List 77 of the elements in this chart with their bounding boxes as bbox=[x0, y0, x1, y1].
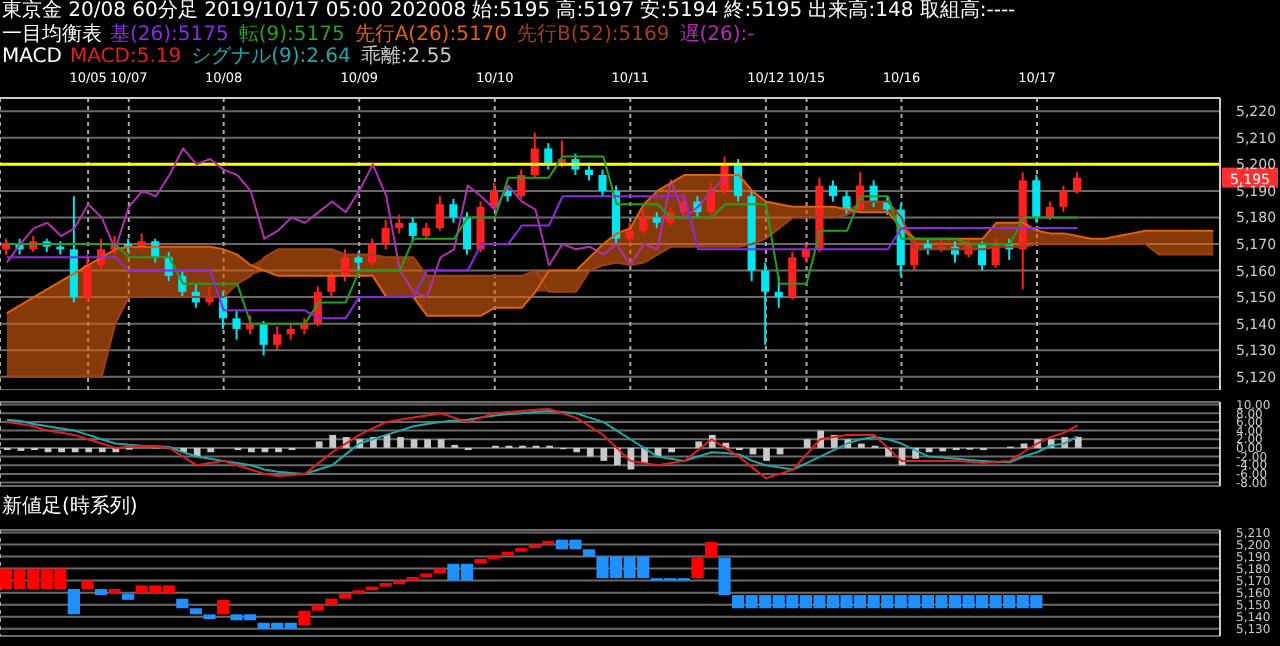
bar bbox=[704, 542, 718, 558]
candlestick bbox=[435, 195, 444, 232]
bar bbox=[71, 447, 79, 453]
bar bbox=[410, 439, 418, 448]
bar bbox=[58, 447, 65, 453]
candlestick bbox=[449, 197, 458, 224]
bar bbox=[207, 447, 215, 453]
legend-title: MACD bbox=[2, 46, 62, 68]
candlestick bbox=[381, 219, 390, 251]
bar bbox=[311, 604, 324, 611]
bar bbox=[437, 439, 445, 448]
candlestick bbox=[598, 168, 607, 198]
candlestick bbox=[354, 250, 363, 272]
text: シグナル(9):2.64 bbox=[191, 46, 351, 68]
candlestick bbox=[842, 189, 851, 216]
bar bbox=[81, 580, 94, 590]
bar bbox=[67, 589, 80, 615]
bar bbox=[586, 447, 594, 457]
candlestick bbox=[1032, 173, 1041, 224]
text: 遅(26):- bbox=[679, 23, 755, 45]
candlestick bbox=[232, 309, 241, 341]
bar bbox=[338, 593, 352, 599]
candlestick bbox=[83, 253, 92, 304]
bar bbox=[668, 447, 675, 453]
bar bbox=[582, 549, 596, 557]
candlestick bbox=[639, 208, 648, 235]
candlestick bbox=[462, 211, 472, 256]
bar bbox=[763, 447, 770, 461]
bar bbox=[85, 447, 93, 453]
candlestick bbox=[788, 250, 797, 301]
bar bbox=[803, 439, 811, 448]
candlestick bbox=[761, 261, 770, 346]
candlestick bbox=[327, 269, 336, 299]
bar bbox=[329, 434, 337, 448]
bar bbox=[397, 437, 404, 448]
candlestick bbox=[1072, 171, 1082, 195]
candlestick bbox=[544, 142, 553, 171]
text: 転(9):5175 bbox=[238, 23, 345, 45]
bar bbox=[718, 557, 731, 596]
bar bbox=[695, 441, 703, 448]
candlestick bbox=[368, 237, 377, 267]
bar bbox=[474, 558, 487, 564]
legend-title: 一目均衡表 bbox=[2, 23, 102, 45]
candlestick bbox=[259, 319, 268, 357]
candlestick bbox=[828, 179, 838, 203]
text: 先行B(52):5169 bbox=[517, 23, 670, 45]
bar bbox=[600, 447, 608, 461]
bar bbox=[176, 598, 189, 609]
bar bbox=[925, 447, 933, 453]
bar bbox=[216, 599, 230, 615]
candlestick bbox=[774, 274, 783, 309]
bar bbox=[298, 610, 311, 626]
line-series bbox=[5, 147, 727, 299]
bar bbox=[189, 608, 202, 615]
bar bbox=[203, 614, 216, 620]
chart-title: 新値足(時系列) bbox=[2, 496, 138, 518]
bar bbox=[275, 447, 282, 453]
candlestick bbox=[625, 221, 634, 245]
candlestick bbox=[340, 248, 350, 283]
text: 基(26):5175 bbox=[110, 23, 229, 45]
bar bbox=[1074, 436, 1082, 448]
bar bbox=[98, 447, 106, 453]
bar bbox=[94, 589, 108, 596]
bar bbox=[325, 598, 338, 605]
candlestick bbox=[273, 325, 282, 352]
bar bbox=[424, 439, 431, 448]
bar bbox=[315, 441, 323, 448]
bar bbox=[122, 593, 135, 600]
text: 先行A(26):5170 bbox=[354, 23, 508, 45]
bar bbox=[573, 447, 581, 453]
text: MACD:5.19 bbox=[69, 46, 182, 68]
candlestick bbox=[1059, 184, 1068, 214]
bar bbox=[691, 557, 704, 579]
bar bbox=[248, 447, 255, 453]
candlestick bbox=[395, 213, 404, 235]
bar bbox=[614, 447, 621, 466]
text: 乖離:2.55 bbox=[360, 46, 453, 68]
